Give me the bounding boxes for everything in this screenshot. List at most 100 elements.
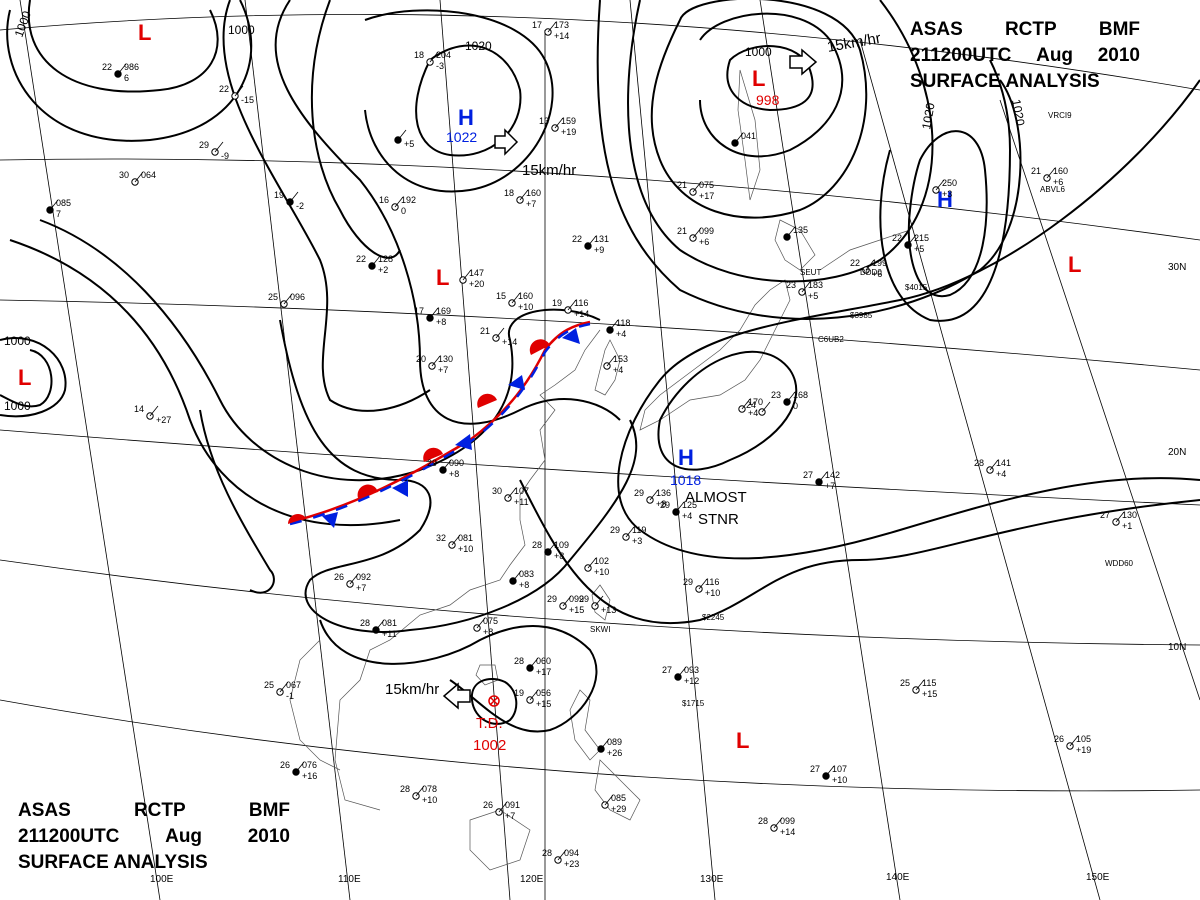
isobar-label: 1020	[465, 39, 492, 53]
header-top-right: ASAS RCTP BMF 211200UTC Aug 2010 SURFACE…	[910, 17, 1140, 95]
station-plot: 28 094+23	[542, 848, 579, 869]
wind-barb-icon	[698, 578, 708, 590]
station-pressure: 067	[286, 680, 301, 690]
station-pressure: 041	[741, 131, 756, 141]
station-temperature: 28	[542, 848, 552, 858]
wind-barb-icon	[519, 189, 529, 201]
station-plot: 29 125+4	[660, 500, 697, 521]
station-pressure: 081	[382, 618, 397, 628]
station-temperature: 25	[264, 680, 274, 690]
station-temperature: 26	[483, 800, 493, 810]
station-tendency: +20	[469, 279, 484, 289]
isobar-low-998	[726, 45, 814, 112]
station-plot: 22 199+6	[850, 258, 887, 279]
station-temperature: 29	[579, 594, 589, 604]
wind-barb-icon	[529, 689, 539, 701]
station-tendency: +14	[574, 309, 589, 319]
station-tendency: 7	[56, 209, 61, 219]
station-tendency: +7	[526, 199, 536, 209]
station-temperature: 28	[532, 540, 542, 550]
station-plot: 21 099+6	[677, 226, 714, 247]
low-pressure-center: L	[436, 265, 449, 290]
cold-front-triangle	[508, 375, 525, 390]
isobar-label: 1000	[4, 399, 31, 413]
motion-arrow-icon	[789, 48, 818, 76]
station-tendency: +4	[996, 469, 1006, 479]
station-temperature: 24	[746, 400, 756, 410]
station-pressure: 116	[574, 298, 588, 308]
station-plot: 17 169+8	[414, 306, 451, 327]
station-tendency: +14	[554, 31, 569, 41]
station-tendency: +27	[156, 415, 171, 425]
warm-front-bump	[423, 447, 443, 462]
coast-mainland	[334, 329, 601, 811]
station-plot: 15 160+10	[496, 291, 533, 312]
station-temperature: 22	[219, 84, 229, 94]
td-pressure: 1002	[473, 737, 506, 754]
cold-front-triangle	[322, 512, 338, 528]
station-tendency: +7	[505, 811, 515, 821]
header-utc: 211200UTC	[18, 826, 120, 847]
station-temperature: 27	[810, 764, 820, 774]
wind-barb-icon	[547, 541, 557, 553]
station-plot: 22 131+9	[572, 234, 609, 255]
station-tendency: +2	[378, 265, 388, 275]
station-plot: 147+20	[459, 268, 484, 289]
header-year: 2010	[1097, 45, 1140, 66]
motion-speed-label: 15km/hr	[522, 162, 576, 179]
station-plot: 118+4	[606, 318, 630, 339]
station-pressure: 215	[914, 233, 929, 243]
station-pressure: 092	[356, 572, 371, 582]
longitude-line	[999, 99, 1200, 701]
station-plot: 041	[731, 131, 756, 147]
isobar-label: 1020	[1009, 98, 1027, 127]
station-pressure: 075	[699, 180, 714, 190]
coast-philippines	[594, 759, 641, 821]
wind-barb-icon	[554, 117, 564, 129]
isobar-high-1018	[657, 350, 798, 471]
station-plot: 26 092+7	[334, 572, 371, 593]
wind-barb-icon	[476, 617, 486, 629]
station-pressure: 204	[436, 50, 451, 60]
cold-front-triangle	[562, 328, 580, 344]
station-plot: 083+8	[509, 569, 534, 590]
longitude-line	[19, 0, 161, 900]
station-pressure: 115	[922, 678, 936, 688]
wind-barb-icon	[451, 534, 461, 546]
coast-sakhalin	[737, 69, 761, 201]
station-tendency: +3	[942, 189, 952, 199]
wind-barb-icon	[1069, 735, 1079, 747]
station-pressure: 986	[124, 62, 139, 72]
station-plot: 21 160+6	[1031, 166, 1068, 187]
station-plot: 21 075+17	[677, 180, 714, 201]
station-pressure: 173	[554, 20, 569, 30]
lat-label: 10N	[1168, 642, 1186, 653]
station-temperature: 25	[268, 292, 278, 302]
station-pressure: 116	[705, 577, 719, 587]
station-temperature: 27	[803, 470, 813, 480]
station-plot: 135	[783, 225, 808, 241]
station-temperature: 29	[683, 577, 693, 587]
td-center-icon	[488, 695, 500, 707]
station-pressure: 128	[378, 254, 393, 264]
header-year: 2010	[247, 826, 290, 847]
station-pressure: 085	[56, 198, 71, 208]
wind-barb-icon	[375, 619, 385, 631]
station-tendency: +12	[684, 676, 699, 686]
lat-label: 20N	[1168, 447, 1186, 458]
wind-barb-icon	[907, 234, 917, 246]
station-temperature: 21	[1031, 166, 1041, 176]
header-bottom-left: ASAS RCTP BMF 211200UTC Aug 2010 SURFACE…	[18, 798, 290, 876]
station-plot: 27 107+10	[810, 764, 847, 785]
isobar-label: 1020	[919, 101, 937, 130]
station-pressure: 160	[526, 188, 541, 198]
station-pressure: 096	[290, 292, 305, 302]
station-pressure: 064	[141, 170, 156, 180]
wind-barb-icon	[649, 489, 659, 501]
station-pressure: 102	[594, 556, 609, 566]
station-pressure: 056	[536, 688, 551, 698]
wind-barb-icon	[557, 849, 567, 861]
cold-front-triangle	[392, 480, 408, 497]
td-label: T.D.	[476, 715, 503, 732]
station-temperature: 26	[280, 760, 290, 770]
